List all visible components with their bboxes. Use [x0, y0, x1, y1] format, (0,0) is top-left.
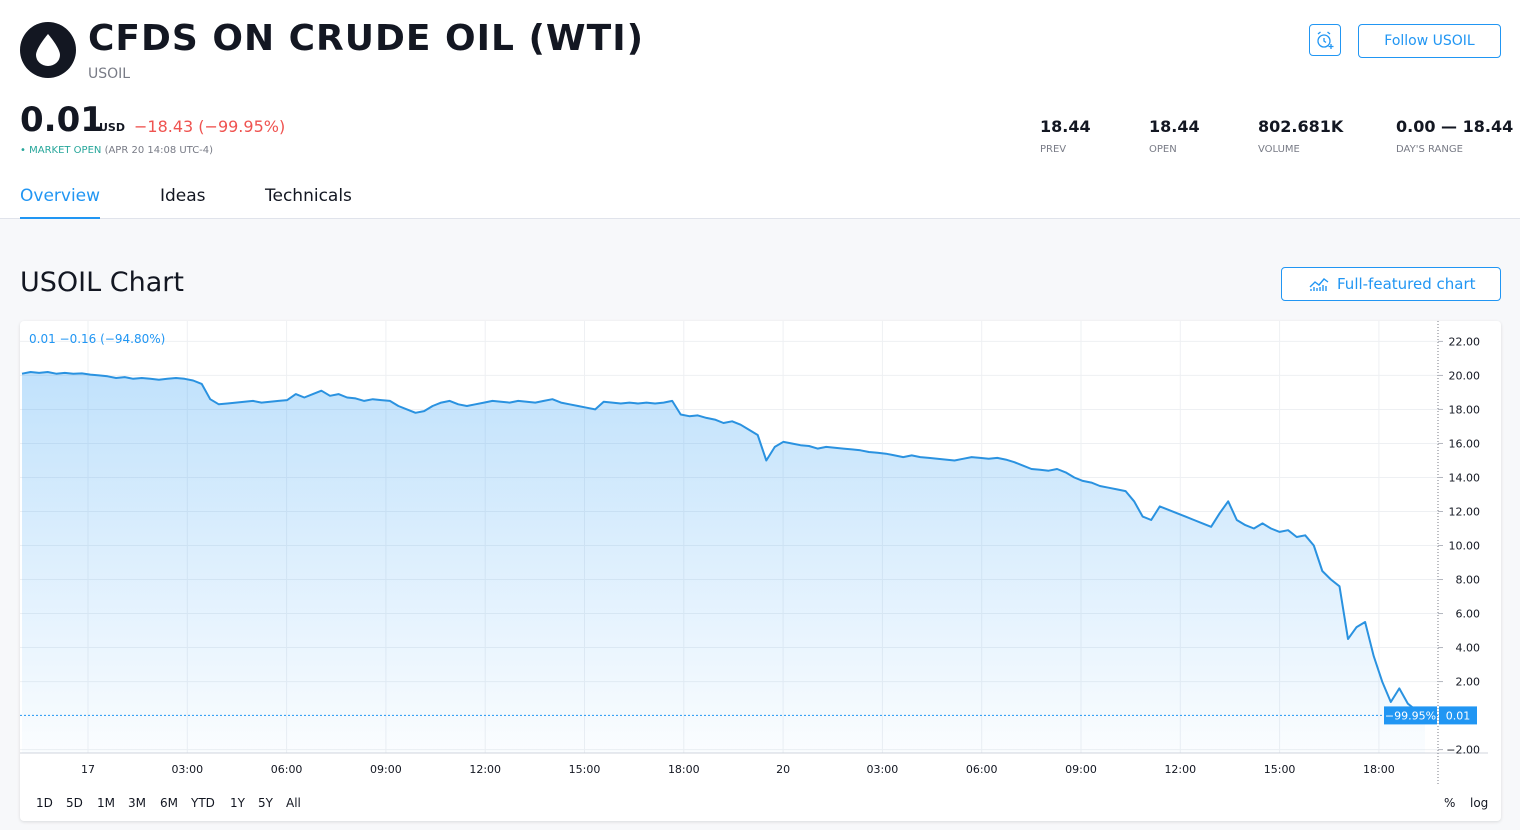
- range-all[interactable]: All: [286, 796, 301, 810]
- y-tick-label: 8.00: [1456, 574, 1481, 587]
- alarm-clock-plus-icon: [1317, 31, 1334, 49]
- x-tick-label: 03:00: [867, 763, 899, 776]
- stat-value: 0.00 — 18.44: [1396, 117, 1514, 136]
- range-1y[interactable]: 1Y: [230, 796, 245, 810]
- y-tick-label: 12.00: [1449, 505, 1481, 518]
- stat-prev: 18.44 PREV: [1040, 117, 1091, 155]
- percent-scale-toggle[interactable]: %: [1444, 796, 1456, 810]
- stat-value: 18.44: [1149, 117, 1200, 136]
- range-selector: 1D 5D 1M 3M 6M YTD 1Y 5Y All% log: [20, 786, 1501, 821]
- x-tick-label: 03:00: [171, 763, 203, 776]
- tab-technicals[interactable]: Technicals: [265, 186, 352, 206]
- add-alert-button[interactable]: [1309, 24, 1341, 56]
- oil-drop-icon: [20, 22, 76, 78]
- price-change: −18.43 (−99.95%): [134, 117, 286, 136]
- stat-volume: 802.681K VOLUME: [1258, 117, 1343, 155]
- price-line: [21, 371, 1426, 717]
- stat-label: VOLUME: [1258, 144, 1300, 155]
- range-5d[interactable]: 5D: [66, 796, 83, 810]
- y-tick-label: 22.00: [1449, 335, 1481, 348]
- y-tick-label: 18.00: [1449, 403, 1481, 416]
- currency-label: USD: [99, 121, 125, 134]
- full-featured-chart-button[interactable]: Full-featured chart: [1281, 267, 1501, 301]
- ticker-symbol: USOIL: [88, 66, 131, 82]
- y-tick-label: 2.00: [1456, 676, 1481, 689]
- y-tick-label: 16.00: [1449, 437, 1481, 450]
- y-tick-label: 14.00: [1449, 471, 1481, 484]
- market-status: • MARKET OPEN (APR 20 14:08 UTC-4): [20, 145, 213, 156]
- range-3m[interactable]: 3M: [128, 796, 146, 810]
- x-tick-label: 15:00: [1264, 763, 1296, 776]
- x-tick-label: 09:00: [370, 763, 402, 776]
- x-tick-label: 12:00: [469, 763, 501, 776]
- price-area-fill: [22, 372, 1425, 753]
- stat-value: 18.44: [1040, 117, 1091, 136]
- symbol-header: CFDS ON CRUDE OIL (WTI) USOIL Follow USO…: [0, 0, 1520, 220]
- y-tick-label: −2.00: [1446, 744, 1480, 757]
- stat-label: PREV: [1040, 144, 1067, 155]
- range-1d[interactable]: 1D: [36, 796, 53, 810]
- section-title: USOIL Chart: [20, 267, 184, 298]
- stat-label: OPEN: [1149, 144, 1177, 155]
- last-price-badge-label: 0.01: [1446, 709, 1471, 722]
- market-status-dot: •: [20, 145, 26, 156]
- stat-value: 802.681K: [1258, 117, 1344, 136]
- y-tick-label: 4.00: [1456, 642, 1481, 655]
- full-featured-chart-label: Full-featured chart: [1337, 275, 1476, 293]
- percent-badge: [1384, 706, 1437, 725]
- range-ytd[interactable]: YTD: [191, 796, 215, 810]
- price-chart[interactable]: 22.00 20.00 18.00 16.00 14.00 12.00 10.00 8.00 6…: [20, 321, 1501, 786]
- chart-legend: 0.01 −0.16 (−94.80%): [29, 332, 165, 346]
- x-tick-label: 06:00: [271, 763, 303, 776]
- log-scale-toggle[interactable]: log: [1470, 796, 1489, 810]
- y-tick-label: 10.00: [1449, 540, 1481, 553]
- range-5y[interactable]: 5Y: [258, 796, 273, 810]
- market-status-text: MARKET OPEN: [29, 145, 102, 156]
- stat-label: DAY'S RANGE: [1396, 144, 1463, 155]
- chart-widget[interactable]: 22.00 20.00 18.00 16.00 14.00 12.00 10.00 8.00 6…: [20, 321, 1501, 821]
- last-price-badge: [1439, 706, 1477, 725]
- tab-overview[interactable]: Overview: [20, 186, 101, 220]
- y-tick-label: 20.00: [1449, 369, 1481, 382]
- range-6m[interactable]: 6M: [160, 796, 178, 810]
- chart-section: USOIL Chart Full-featured chart 22.00 20.…: [0, 219, 1520, 830]
- last-price: 0.01: [20, 100, 104, 140]
- range-1m[interactable]: 1M: [97, 796, 115, 810]
- tab-ideas[interactable]: Ideas: [160, 186, 206, 206]
- stat-open: 18.44 OPEN: [1149, 117, 1200, 155]
- x-tick-label: 18:00: [668, 763, 700, 776]
- x-tick-label: 06:00: [966, 763, 998, 776]
- stat-days-range: 0.00 — 18.44 DAY'S RANGE: [1396, 117, 1513, 155]
- x-tick-label: 20: [776, 763, 790, 776]
- page-title: CFDS ON CRUDE OIL (WTI): [88, 18, 645, 59]
- x-tick-label: 09:00: [1065, 763, 1097, 776]
- follow-button[interactable]: Follow USOIL: [1358, 24, 1501, 58]
- market-status-time: (APR 20 14:08 UTC-4): [104, 145, 214, 156]
- x-tick-label: 17: [81, 763, 95, 776]
- y-tick-label: 6.00: [1456, 608, 1481, 621]
- x-tick-label: 12:00: [1164, 763, 1196, 776]
- x-tick-label: 15:00: [569, 763, 601, 776]
- x-tick-label: 18:00: [1363, 763, 1395, 776]
- percent-badge-label: −99.95%: [1385, 709, 1436, 722]
- chart-line-icon: [1309, 278, 1329, 291]
